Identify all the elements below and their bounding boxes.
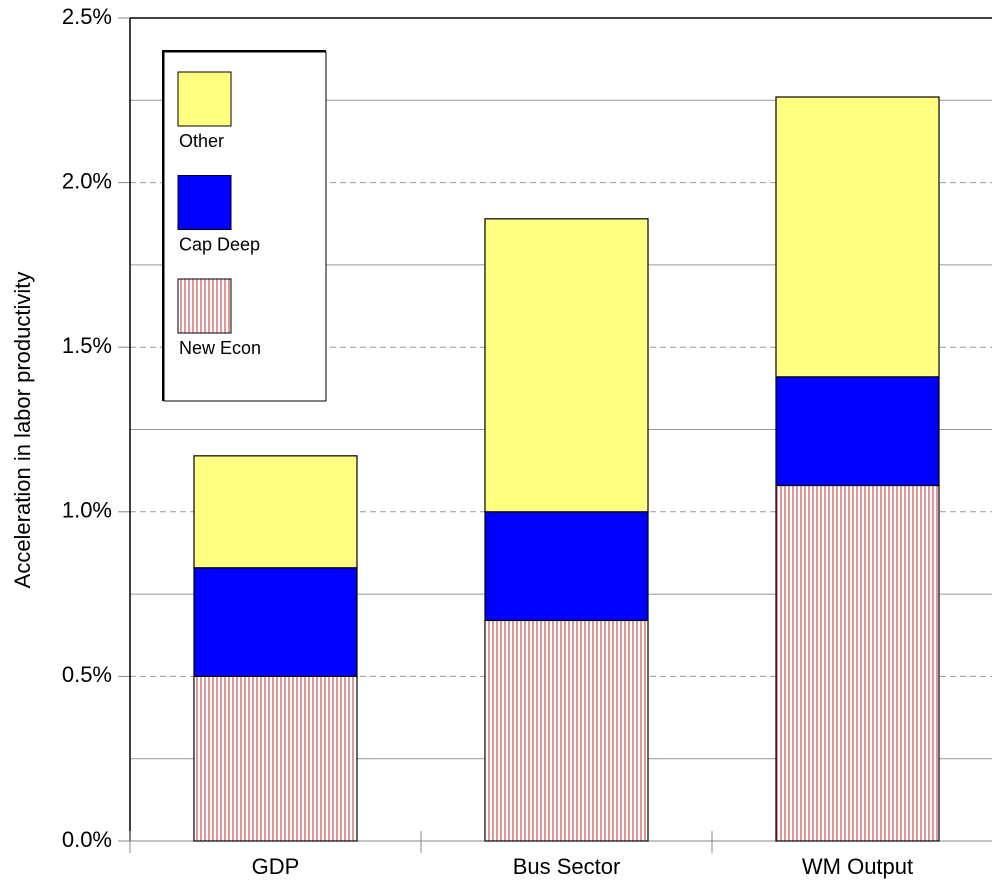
y-tick-label: 0.5% (62, 662, 112, 687)
y-tick-label: 1.0% (62, 498, 112, 523)
y-tick-label: 2.0% (62, 168, 112, 193)
bar-segment (484, 511, 649, 622)
legend: Other Cap Deep New Econ (162, 50, 327, 402)
bar-segment (193, 675, 358, 842)
legend-label: Cap Deep (179, 234, 260, 254)
x-tick-label: GDP (252, 854, 300, 879)
bar-segment (775, 96, 940, 378)
bar-segment (193, 567, 358, 677)
bar-segment (193, 455, 358, 569)
bar-segment (775, 484, 940, 842)
bar-segment (484, 218, 649, 513)
legend-swatch (177, 278, 232, 334)
y-tick-label: 0.0% (62, 827, 112, 852)
legend-swatch (177, 175, 232, 230)
bar-segment (484, 619, 649, 842)
legend-swatch (177, 71, 232, 127)
legend-label: Other (179, 131, 224, 151)
y-axis-label: Acceleration in labor productivity (10, 272, 35, 589)
y-tick-label: 2.5% (62, 4, 112, 29)
x-tick-label: Bus Sector (513, 854, 621, 879)
legend-label: New Econ (179, 338, 261, 358)
x-tick-label: WM Output (802, 854, 913, 879)
y-tick-label: 1.5% (62, 333, 112, 358)
bar-segment (775, 376, 940, 487)
